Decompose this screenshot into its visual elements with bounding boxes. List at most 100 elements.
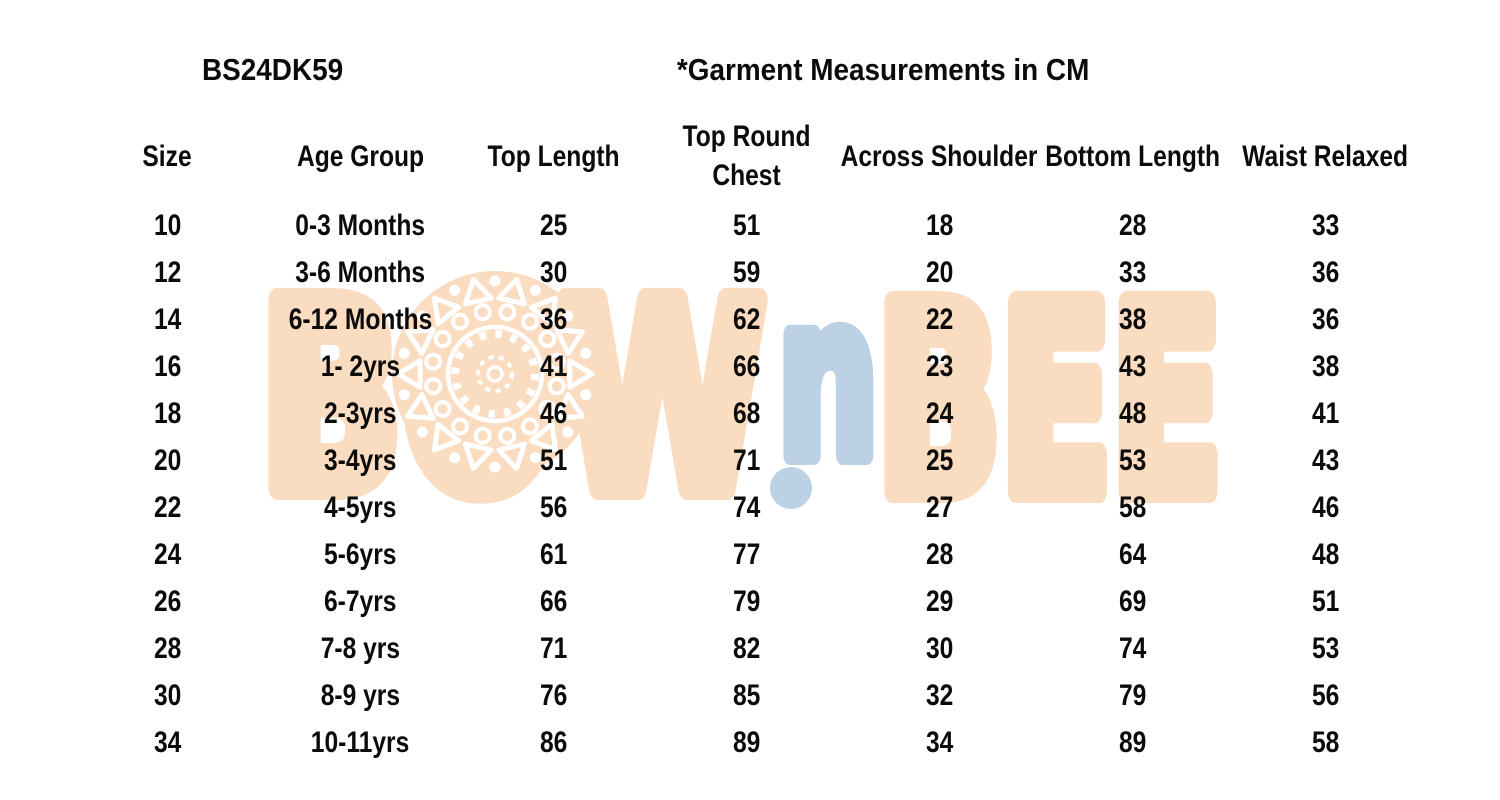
table-cell: 53: [1036, 437, 1229, 484]
table-cell: 56: [457, 484, 650, 531]
table-cell-value: 71: [539, 631, 568, 665]
table-cell: 25: [843, 437, 1036, 484]
table-cell-value: 5-6yrs: [324, 537, 397, 571]
table-cell-value: 4-5yrs: [324, 490, 397, 524]
table-cell-value: 58: [1118, 490, 1147, 524]
table-cell-value: 66: [539, 584, 568, 618]
table-cell-value: 79: [732, 584, 761, 618]
table-cell: 48: [1036, 390, 1229, 437]
table-cell: 58: [1036, 484, 1229, 531]
table-cell-value: 1- 2yrs: [320, 349, 401, 383]
table-cell: 71: [457, 625, 650, 672]
table-cell: 3-6 Months: [264, 249, 457, 296]
table-cell-value: 20: [153, 443, 182, 477]
table-cell-value: 3-6 Months: [295, 255, 426, 289]
table-cell-value: 30: [153, 678, 182, 712]
table-cell: 5-6yrs: [264, 531, 457, 578]
table-cell: 20: [843, 249, 1036, 296]
table-cell: 10-11yrs: [264, 719, 457, 766]
table-cell: 30: [457, 249, 650, 296]
table-cell: 61: [457, 531, 650, 578]
table-cell: 6-7yrs: [264, 578, 457, 625]
table-cell: 41: [1229, 390, 1422, 437]
table-cell-value: 46: [539, 396, 568, 430]
table-cell: 28: [1036, 202, 1229, 249]
table-cell: 30: [843, 625, 1036, 672]
table-cell: 62: [650, 296, 843, 343]
table-cell-value: 79: [1118, 678, 1147, 712]
column-header-0: Size: [71, 110, 264, 202]
table-cell: 64: [1036, 531, 1229, 578]
column-header-4: Across Shoulder: [841, 110, 1038, 202]
table-cell-value: 10: [153, 208, 182, 242]
table-cell-value: 77: [732, 537, 761, 571]
table-cell: 66: [650, 343, 843, 390]
table-cell: 25: [457, 202, 650, 249]
table-cell: 33: [1036, 249, 1229, 296]
watermark-bee-text: BEE: [877, 262, 1222, 537]
brand-watermark-svg: BOW n BEE: [248, 237, 1234, 564]
table-cell: 76: [457, 672, 650, 719]
table-cell-value: 3-4yrs: [324, 443, 397, 477]
table-cell-value: 29: [925, 584, 954, 618]
table-cell-value: 51: [1311, 584, 1340, 618]
table-cell-value: 41: [539, 349, 568, 383]
table-cell-value: 25: [539, 208, 568, 242]
table-cell: 58: [1229, 719, 1422, 766]
table-cell-value: 18: [153, 396, 182, 430]
watermark-n-dot-icon: [770, 467, 812, 509]
table-cell: 74: [1036, 625, 1229, 672]
table-cell: 43: [1229, 437, 1422, 484]
table-cell: 66: [457, 578, 650, 625]
table-cell-value: 46: [1311, 490, 1340, 524]
table-cell-value: 58: [1311, 725, 1340, 759]
table-cell: 22: [71, 484, 264, 531]
table-cell: 1- 2yrs: [264, 343, 457, 390]
table-cell: 89: [650, 719, 843, 766]
table-cell-value: 61: [539, 537, 568, 571]
table-cell: 10: [71, 202, 264, 249]
table-cell-value: 51: [539, 443, 568, 477]
table-cell-value: 56: [1311, 678, 1340, 712]
table-cell-value: 34: [925, 725, 954, 759]
table-cell-value: 51: [732, 208, 761, 242]
table-cell-value: 36: [539, 302, 568, 336]
table-cell-value: 64: [1118, 537, 1147, 571]
table-cell-value: 53: [1118, 443, 1147, 477]
page-title-label: *Garment Measurements in CM: [676, 52, 1090, 87]
table-cell: 48: [1229, 531, 1422, 578]
table-cell: 4-5yrs: [264, 484, 457, 531]
table-cell-value: 36: [1311, 255, 1340, 289]
table-cell-value: 86: [539, 725, 568, 759]
table-cell: 23: [843, 343, 1036, 390]
table-cell: 51: [457, 437, 650, 484]
table-cell: 7-8 yrs: [264, 625, 457, 672]
table-cell-value: 62: [732, 302, 761, 336]
table-cell: 41: [457, 343, 650, 390]
table-cell-value: 28: [925, 537, 954, 571]
table-cell: 18: [843, 202, 1036, 249]
table-cell: 36: [1229, 296, 1422, 343]
table-cell: 6-12 Months: [264, 296, 457, 343]
column-header-1: Age Group: [264, 110, 457, 202]
column-header-label: Top Round Chest: [682, 120, 811, 192]
table-cell: 22: [843, 296, 1036, 343]
table-cell: 68: [650, 390, 843, 437]
column-header-label: Size: [142, 139, 193, 173]
table-cell: 74: [650, 484, 843, 531]
table-cell: 28: [843, 531, 1036, 578]
table-cell-value: 0-3 Months: [295, 208, 426, 242]
column-header-label: Age Group: [296, 139, 425, 173]
table-cell-value: 74: [1118, 631, 1147, 665]
table-cell: 69: [1036, 578, 1229, 625]
table-cell: 28: [71, 625, 264, 672]
table-cell-value: 26: [153, 584, 182, 618]
table-cell-value: 36: [1311, 302, 1340, 336]
table-cell-value: 89: [1118, 725, 1147, 759]
table-cell-value: 28: [1118, 208, 1147, 242]
table-cell: 46: [457, 390, 650, 437]
table-cell-value: 38: [1118, 302, 1147, 336]
column-header-3: Top Round Chest: [650, 110, 843, 202]
table-cell: 82: [650, 625, 843, 672]
